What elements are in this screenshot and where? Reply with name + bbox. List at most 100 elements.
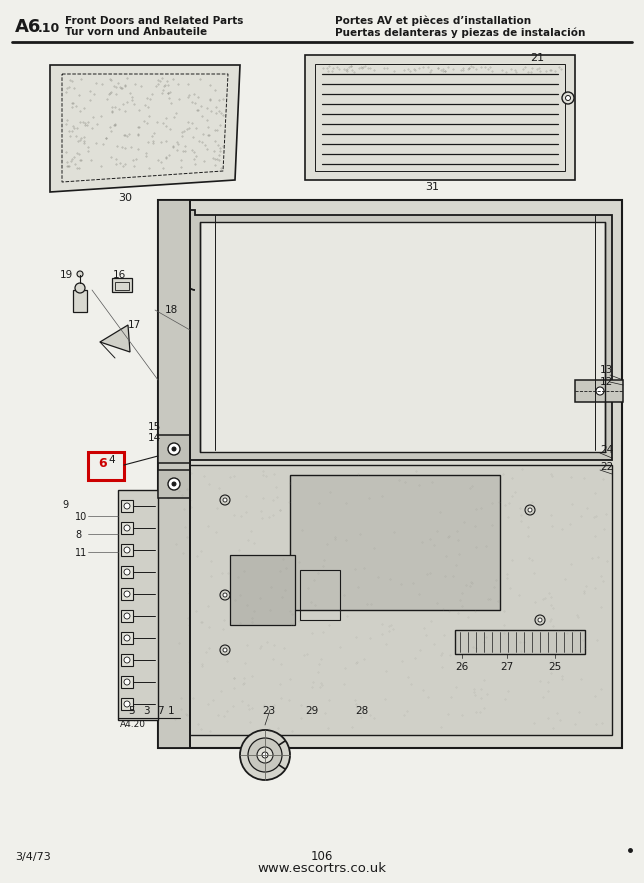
Text: 4: 4 bbox=[108, 455, 115, 465]
Bar bbox=[112, 278, 132, 292]
Text: 10: 10 bbox=[75, 512, 87, 522]
Circle shape bbox=[124, 613, 130, 619]
Circle shape bbox=[220, 495, 230, 505]
Bar bbox=[121, 522, 133, 534]
Text: 17: 17 bbox=[128, 320, 141, 330]
Bar bbox=[121, 566, 133, 578]
Bar bbox=[121, 676, 133, 688]
Circle shape bbox=[223, 593, 227, 597]
Circle shape bbox=[220, 590, 230, 600]
Polygon shape bbox=[50, 65, 240, 192]
Text: 11: 11 bbox=[75, 548, 87, 558]
Circle shape bbox=[168, 478, 180, 490]
Bar bbox=[158, 435, 190, 463]
Polygon shape bbox=[200, 222, 605, 452]
Circle shape bbox=[75, 283, 85, 293]
Circle shape bbox=[172, 482, 176, 486]
Polygon shape bbox=[305, 55, 575, 180]
Circle shape bbox=[565, 95, 571, 101]
Text: 106: 106 bbox=[311, 850, 333, 863]
Bar bbox=[121, 588, 133, 600]
Text: 12: 12 bbox=[600, 377, 613, 387]
Bar bbox=[575, 380, 623, 402]
Circle shape bbox=[223, 648, 227, 652]
Circle shape bbox=[124, 657, 130, 663]
Text: Front Doors and Related Parts: Front Doors and Related Parts bbox=[65, 16, 243, 26]
Text: A4.20: A4.20 bbox=[120, 720, 146, 729]
Bar bbox=[230, 555, 295, 625]
Text: 13: 13 bbox=[600, 365, 613, 375]
Text: Portes AV et pièces d’installation: Portes AV et pièces d’installation bbox=[335, 16, 531, 26]
Circle shape bbox=[172, 447, 176, 451]
Bar bbox=[118, 490, 158, 720]
Circle shape bbox=[77, 271, 83, 277]
Polygon shape bbox=[170, 210, 612, 460]
Text: 29: 29 bbox=[305, 706, 318, 716]
Text: 7: 7 bbox=[157, 706, 164, 716]
Circle shape bbox=[538, 618, 542, 622]
Circle shape bbox=[124, 569, 130, 575]
Text: 30: 30 bbox=[118, 193, 132, 203]
Text: www.escortrs.co.uk: www.escortrs.co.uk bbox=[258, 862, 386, 875]
Bar bbox=[158, 470, 190, 498]
Circle shape bbox=[223, 498, 227, 502]
Circle shape bbox=[248, 738, 282, 772]
Text: 21: 21 bbox=[530, 53, 544, 63]
Polygon shape bbox=[290, 475, 500, 610]
Bar bbox=[121, 544, 133, 556]
Circle shape bbox=[535, 615, 545, 625]
Circle shape bbox=[124, 503, 130, 509]
Bar bbox=[158, 200, 190, 748]
Text: .10: .10 bbox=[38, 22, 61, 35]
Circle shape bbox=[257, 747, 273, 763]
Circle shape bbox=[168, 443, 180, 455]
Polygon shape bbox=[100, 325, 130, 352]
Circle shape bbox=[240, 730, 290, 780]
Text: 15: 15 bbox=[148, 422, 161, 432]
Circle shape bbox=[528, 508, 532, 512]
Text: 24: 24 bbox=[600, 445, 613, 455]
Circle shape bbox=[262, 752, 268, 758]
Text: 28: 28 bbox=[355, 706, 368, 716]
Bar bbox=[300, 570, 340, 620]
Text: 3: 3 bbox=[143, 706, 149, 716]
Text: 8: 8 bbox=[75, 530, 81, 540]
Text: 5: 5 bbox=[128, 706, 135, 716]
Circle shape bbox=[525, 505, 535, 515]
Bar bbox=[115, 282, 129, 290]
Text: 18: 18 bbox=[165, 305, 178, 315]
Text: 1: 1 bbox=[168, 706, 175, 716]
Text: 25: 25 bbox=[548, 662, 562, 672]
Text: 6: 6 bbox=[98, 457, 107, 470]
Bar bbox=[121, 654, 133, 666]
Bar bbox=[455, 630, 585, 654]
Text: 19: 19 bbox=[60, 270, 73, 280]
Text: 14: 14 bbox=[148, 433, 161, 443]
Circle shape bbox=[124, 635, 130, 641]
Circle shape bbox=[124, 679, 130, 685]
Text: 31: 31 bbox=[425, 182, 439, 192]
Bar bbox=[121, 500, 133, 512]
Text: 26: 26 bbox=[455, 662, 468, 672]
Polygon shape bbox=[158, 200, 622, 748]
Bar bbox=[121, 632, 133, 644]
Bar bbox=[73, 290, 87, 312]
Text: 22: 22 bbox=[600, 462, 613, 472]
Text: A6: A6 bbox=[15, 18, 41, 36]
Circle shape bbox=[124, 547, 130, 553]
Text: 3/4/73: 3/4/73 bbox=[15, 852, 51, 862]
Bar bbox=[121, 610, 133, 622]
Text: 16: 16 bbox=[113, 270, 126, 280]
Circle shape bbox=[124, 591, 130, 597]
Text: 9: 9 bbox=[62, 500, 68, 510]
Polygon shape bbox=[170, 465, 612, 735]
Circle shape bbox=[220, 645, 230, 655]
Text: 27: 27 bbox=[500, 662, 513, 672]
Text: Puertas delanteras y piezas de instalación: Puertas delanteras y piezas de instalaci… bbox=[335, 27, 585, 37]
Bar bbox=[121, 698, 133, 710]
Circle shape bbox=[124, 525, 130, 531]
Circle shape bbox=[562, 92, 574, 104]
Circle shape bbox=[596, 387, 604, 395]
Text: Tur vorn und Anbauteile: Tur vorn und Anbauteile bbox=[65, 27, 207, 37]
Text: 23: 23 bbox=[262, 706, 275, 716]
